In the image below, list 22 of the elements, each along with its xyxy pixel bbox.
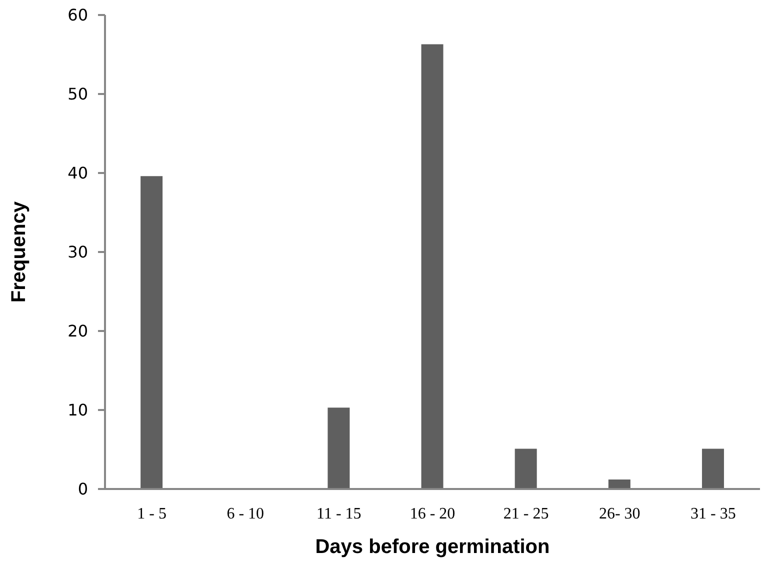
x-tick-label: 21 - 25	[503, 505, 549, 522]
x-tick-label: 26- 30	[598, 505, 640, 522]
y-tick-label: 60	[68, 6, 88, 25]
y-tick-label: 30	[68, 242, 88, 262]
bar	[514, 448, 537, 489]
bar	[421, 44, 444, 489]
x-tick-label: 11 - 15	[316, 505, 362, 522]
y-axis-title: Frequency	[8, 200, 30, 303]
bar	[702, 448, 724, 489]
y-tick-label: 10	[68, 400, 88, 420]
y-tick-label: 0	[78, 480, 88, 499]
x-tick-label: 16 - 20	[410, 505, 456, 522]
bar	[608, 480, 630, 489]
bar	[328, 408, 350, 489]
y-tick-label: 40	[68, 164, 88, 183]
bar	[140, 176, 163, 489]
y-tick-label: 20	[68, 322, 88, 341]
y-tick-label: 50	[68, 84, 88, 104]
x-axis-title: Days before germination	[315, 536, 550, 558]
x-tick-label: 31 - 35	[690, 505, 736, 522]
x-tick-label: 1 - 5	[137, 505, 166, 522]
x-tick-label: 6 - 10	[226, 505, 264, 522]
